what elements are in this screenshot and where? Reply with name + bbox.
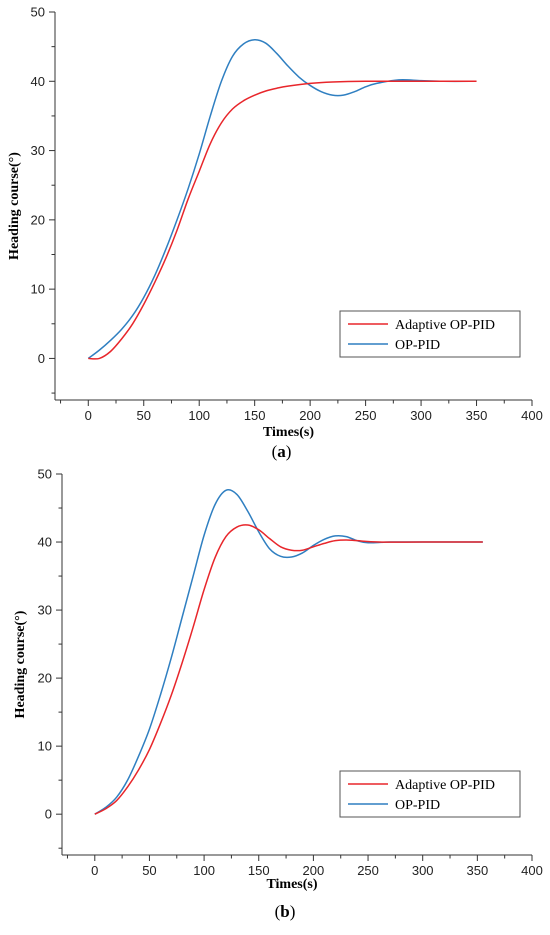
- legend-b-label-adaptive: Adaptive OP-PID: [395, 778, 495, 793]
- y-tick-label: 0: [38, 351, 45, 366]
- y-tick-label: 10: [38, 739, 52, 754]
- x-tick-label: 350: [466, 863, 488, 878]
- plot-a-series: [87, 38, 477, 360]
- x-tick-label: 0: [85, 408, 92, 423]
- x-tick-label: 100: [193, 863, 215, 878]
- y-axis-label-b: Heading course(°): [13, 610, 28, 718]
- x-tick-label: 100: [188, 408, 210, 423]
- plot-b-axes: [61, 474, 532, 856]
- x-tick-label: 150: [248, 863, 270, 878]
- y-tick-label: 20: [38, 671, 52, 686]
- x-axis-label-a: Times(s): [263, 425, 314, 440]
- panel-label-a: (a): [272, 442, 292, 461]
- chart-panel-b: 0 50 100 150 200 250 300 350 400 0 10 20 30 40 50 Time…: [13, 467, 543, 922]
- x-tick-label: 400: [521, 863, 543, 878]
- y-tick-label: 40: [31, 74, 45, 89]
- chart-panel-a: 0 50 100 150 200 250 300 350 400 0 10 20 30 40 50 Time…: [7, 5, 543, 462]
- series-line-op-pid: [87, 38, 477, 360]
- plot-a-axes: [54, 12, 532, 401]
- y-tick-label: 10: [31, 282, 45, 297]
- series-line-adaptive-op-pid: [94, 524, 483, 815]
- legend-a-label-op-pid: OP-PID: [395, 338, 440, 353]
- x-tick-label: 150: [244, 408, 266, 423]
- series-line-op-pid: [94, 489, 483, 815]
- x-tick-label: 400: [521, 408, 543, 423]
- legend-a: Adaptive OP-PID OP-PID: [339, 310, 521, 358]
- y-tick-label: 0: [45, 807, 52, 822]
- legend-b-box: [339, 770, 521, 818]
- x-tick-label: 50: [142, 863, 156, 878]
- y-tick-label: 50: [38, 467, 52, 482]
- legend-a-label-adaptive: Adaptive OP-PID: [395, 318, 495, 333]
- plot-b-ticks: 0 50 100 150 200 250 300 350 400 0 10 20 30 40 50: [38, 467, 543, 879]
- y-tick-label: 30: [31, 143, 45, 158]
- x-tick-label: 200: [303, 863, 325, 878]
- x-tick-label: 250: [355, 408, 377, 423]
- legend-b: Adaptive OP-PID OP-PID: [339, 770, 521, 818]
- x-tick-label: 50: [137, 408, 151, 423]
- y-tick-label: 40: [38, 535, 52, 550]
- legend-b-label-op-pid: OP-PID: [395, 798, 440, 813]
- y-axis-label-a: Heading course(°): [7, 152, 22, 260]
- y-tick-label: 30: [38, 603, 52, 618]
- plot-a-ticks: 0 50 100 150 200 250 300 350 400 0 10 20 30 40 50: [31, 5, 543, 424]
- legend-a-box: [339, 310, 521, 358]
- y-tick-label: 50: [31, 5, 45, 20]
- x-tick-label: 250: [357, 863, 379, 878]
- x-tick-label: 0: [91, 863, 98, 878]
- series-line-adaptive-op-pid: [88, 80, 477, 360]
- panel-label-b: (b): [275, 902, 296, 921]
- x-tick-label: 350: [466, 408, 488, 423]
- y-tick-label: 20: [31, 212, 45, 227]
- x-tick-label: 300: [412, 863, 434, 878]
- x-tick-label: 200: [299, 408, 321, 423]
- x-tick-label: 300: [410, 408, 432, 423]
- x-axis-label-b: Times(s): [266, 877, 317, 892]
- plot-b-series: [94, 489, 483, 815]
